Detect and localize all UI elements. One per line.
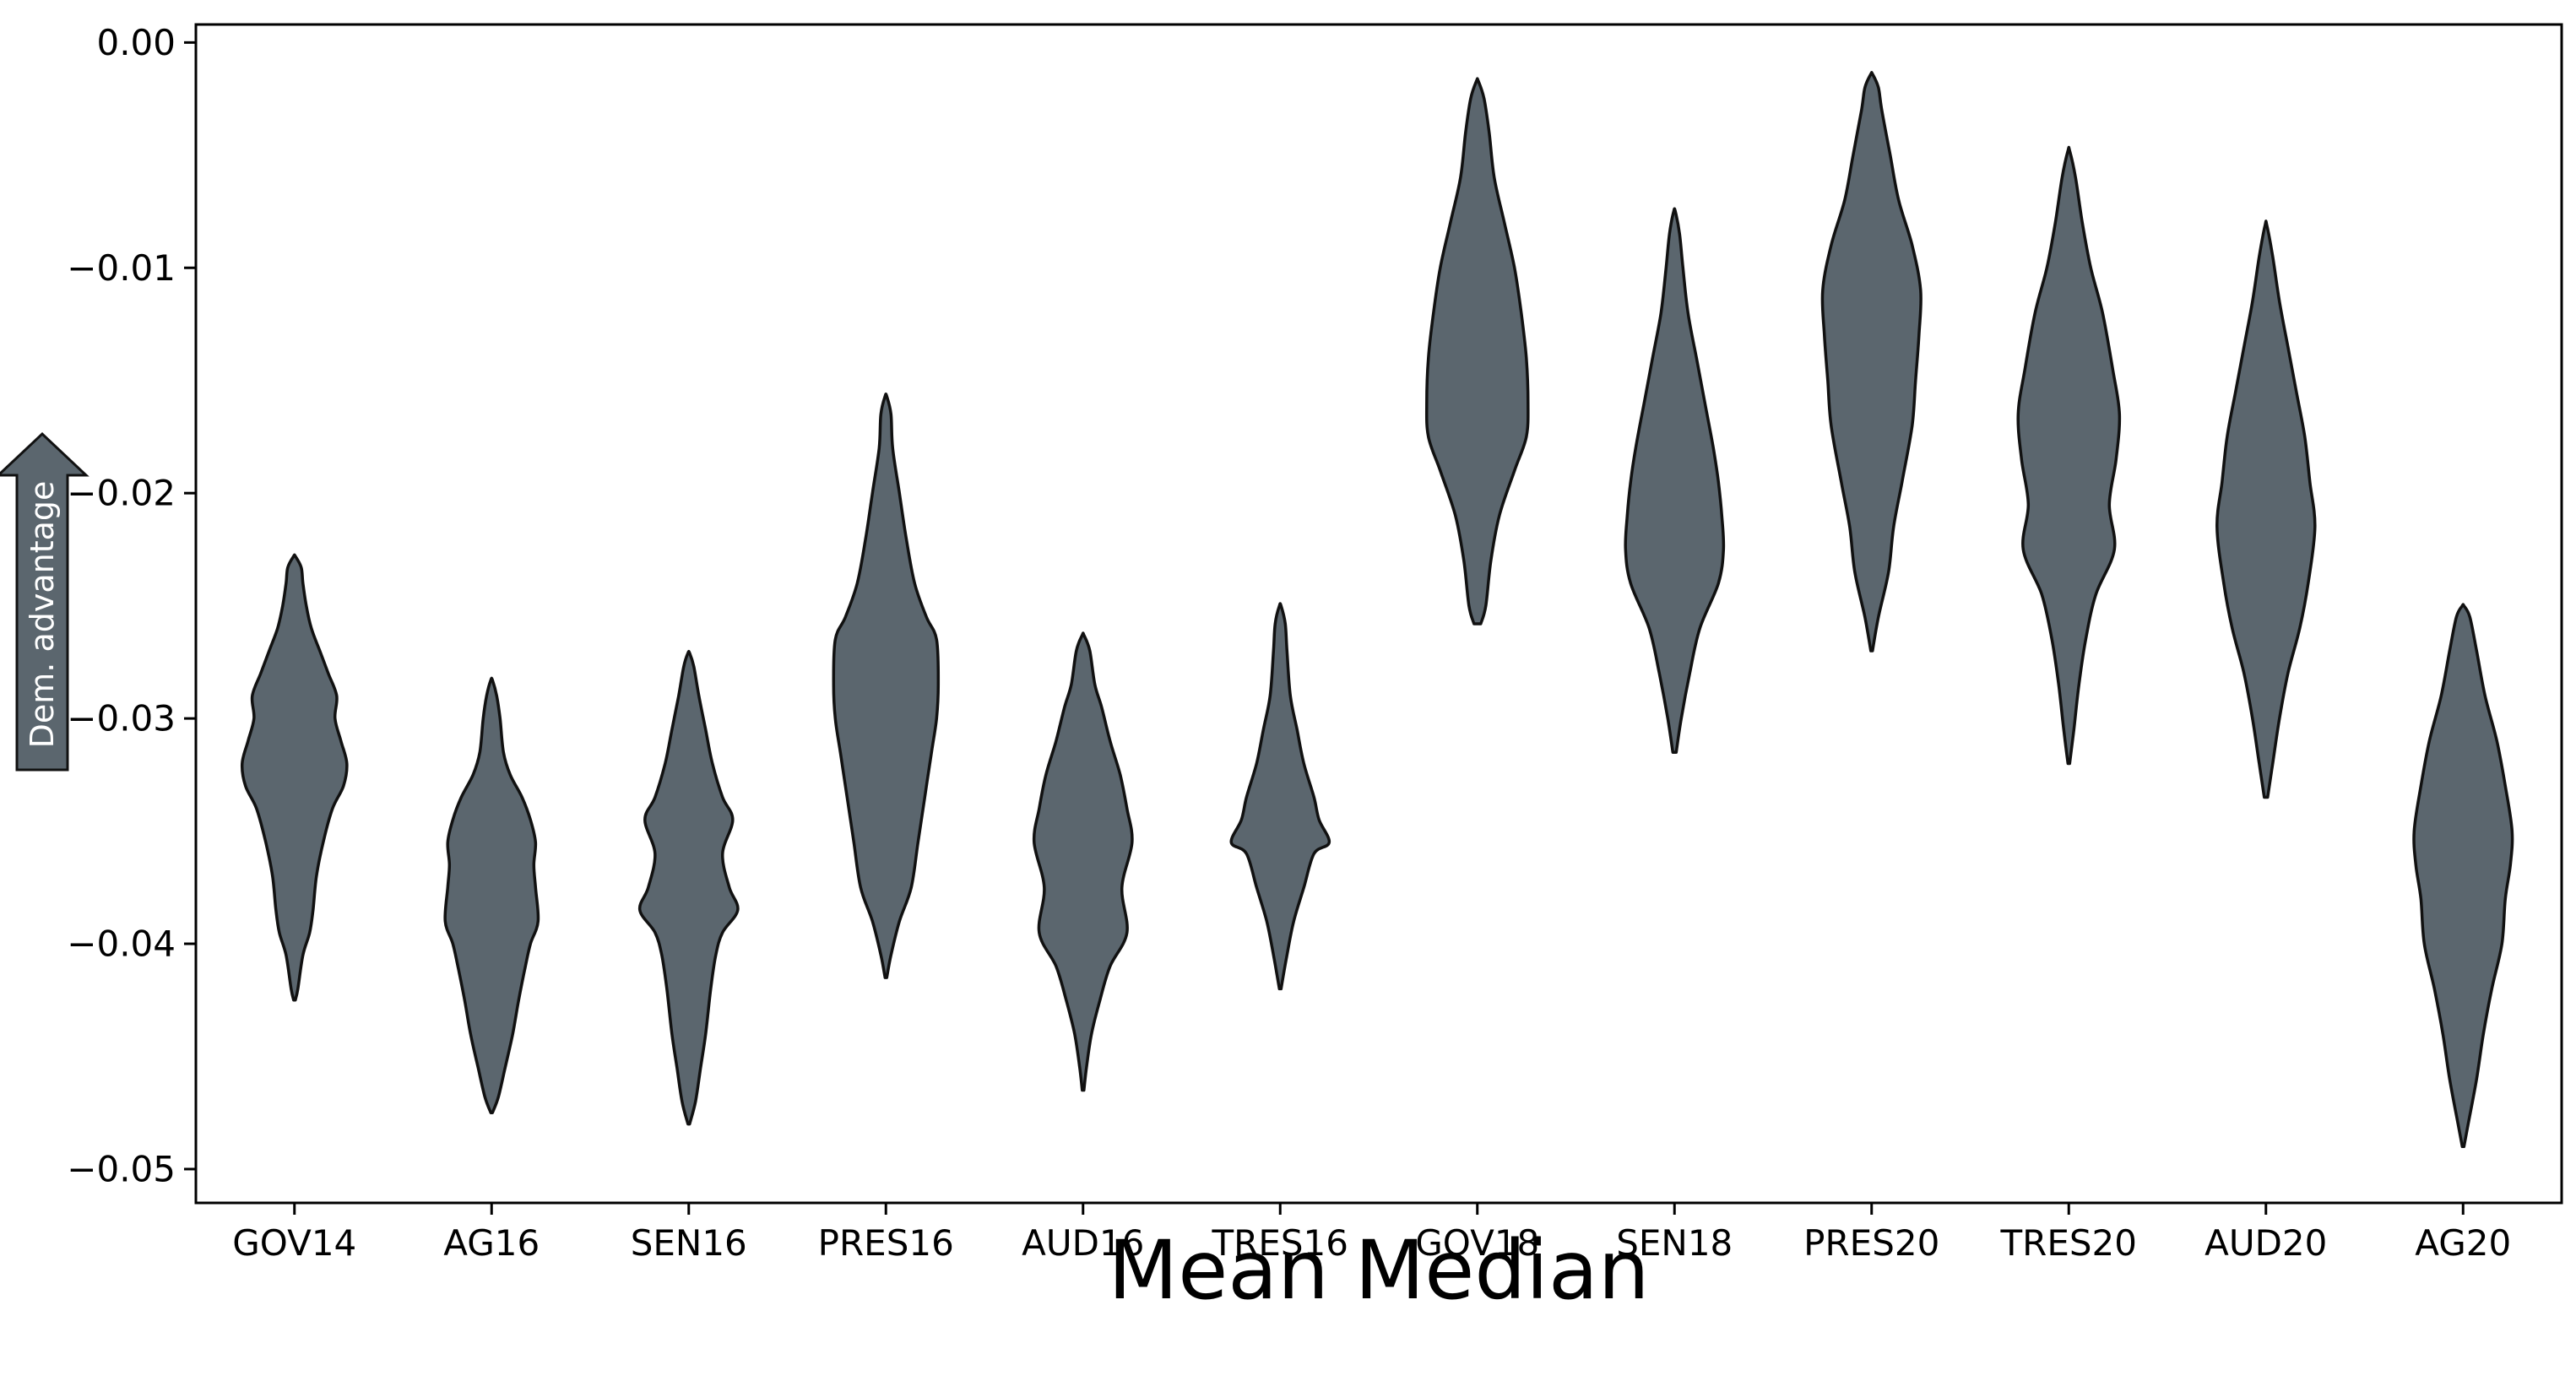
- y-tick-label: −0.03: [67, 698, 176, 739]
- violin-pres16: [832, 393, 941, 979]
- violins-layer: [240, 71, 2514, 1149]
- plot-area-frame: [194, 23, 2563, 1205]
- violin-pres20: [1820, 71, 1923, 653]
- violin-aud16: [1032, 631, 1134, 1092]
- x-tick-label: PRES20: [1803, 1222, 1939, 1264]
- violin-ag16: [443, 676, 540, 1114]
- y-tick-label: −0.05: [67, 1148, 176, 1189]
- arrow-shape: [0, 431, 89, 772]
- violin-sen18: [1624, 207, 1726, 754]
- y-tick-label: −0.01: [67, 247, 176, 289]
- y-tick-label: 0.00: [96, 22, 176, 63]
- x-tick-label: AUD20: [2205, 1222, 2327, 1264]
- x-tick-label: AUD16: [1022, 1222, 1144, 1264]
- x-tick-label: PRES16: [818, 1222, 954, 1264]
- violin-tres16: [1229, 602, 1331, 991]
- y-axis-title: Dem. advantage: [24, 481, 61, 749]
- dem-advantage-arrow: Dem. advantage: [0, 431, 89, 772]
- x-axis: GOV14 AG16 SEN16 PRES16 AUD16 TRES16 GOV18 SEN1…: [232, 1203, 2511, 1264]
- x-tick-label: SEN18: [1616, 1222, 1733, 1264]
- violin-ag20: [2412, 603, 2514, 1149]
- y-axis: 0.00 −0.01 −0.02 −0.03 −0.04 −0.05: [67, 22, 196, 1189]
- x-tick-label: GOV18: [1415, 1222, 1539, 1264]
- x-tick-label: AG16: [443, 1222, 540, 1264]
- violin-tres20: [2016, 145, 2122, 766]
- violin-gov14: [240, 553, 349, 1002]
- y-tick-label: −0.02: [67, 473, 176, 514]
- violin-aud20: [2215, 219, 2317, 799]
- violin-sen16: [637, 649, 740, 1126]
- violin-gov18: [1424, 77, 1530, 626]
- x-tick-label: SEN16: [631, 1222, 747, 1264]
- x-tick-label: TRES16: [1212, 1222, 1348, 1264]
- x-axis-title: Mean Median: [1108, 1223, 1649, 1318]
- x-tick-label: AG20: [2415, 1222, 2511, 1264]
- y-tick-label: −0.04: [67, 923, 176, 965]
- x-tick-label: GOV14: [232, 1222, 356, 1264]
- x-tick-label: TRES20: [2000, 1222, 2137, 1264]
